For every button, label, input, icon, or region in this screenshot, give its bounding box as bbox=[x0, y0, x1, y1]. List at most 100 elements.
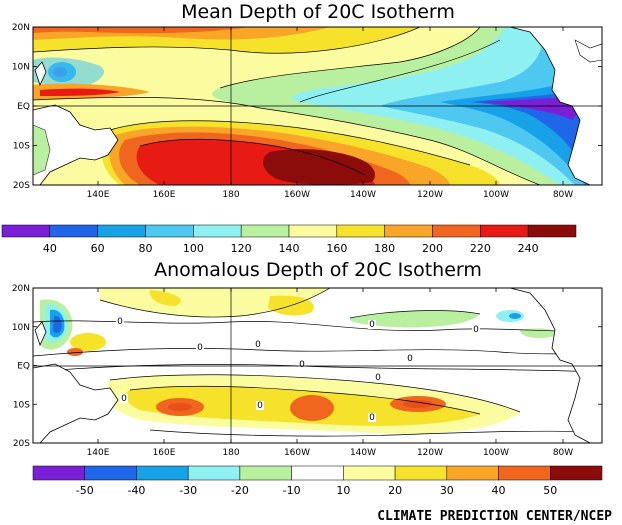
colorbar-label: 40 bbox=[43, 242, 57, 255]
anom-contour-pos-2 bbox=[129, 386, 481, 415]
colorbar-swatch bbox=[193, 224, 242, 238]
x-tick-label: 80W bbox=[553, 448, 573, 458]
y-tick-label: 20N bbox=[12, 284, 30, 294]
colorbar-label: 50 bbox=[543, 484, 557, 497]
anom-land-philippines bbox=[34, 321, 47, 347]
contour-label: 0 bbox=[369, 320, 375, 330]
x-tick-label: 100W bbox=[483, 190, 509, 200]
colorbar-swatch bbox=[394, 465, 448, 481]
x-tick-label: 140W bbox=[350, 190, 376, 200]
colorbar-label: 180 bbox=[374, 242, 395, 255]
mean-east-blue bbox=[440, 40, 602, 185]
x-tick-label: 180 bbox=[222, 448, 239, 458]
colorbar-label: 40 bbox=[492, 484, 506, 497]
y-tick-label: EQ bbox=[17, 102, 30, 112]
colorbar-label: 120 bbox=[231, 242, 252, 255]
contour-label: 0 bbox=[473, 325, 479, 335]
contour-label: 0 bbox=[121, 394, 127, 404]
mean-contour-1 bbox=[33, 27, 421, 54]
anom-west-orange bbox=[67, 348, 83, 356]
mean-west-red-strip bbox=[40, 88, 120, 96]
y-tick-label: 10N bbox=[12, 63, 30, 73]
colorbar-swatch bbox=[527, 224, 577, 238]
mean-depth-title: Mean Depth of 20C Isotherm bbox=[181, 1, 455, 23]
y-tick-label: 20N bbox=[12, 23, 30, 33]
anom-west-yellow bbox=[70, 333, 106, 351]
mean-south-darkred bbox=[263, 149, 375, 185]
contour-label-bg bbox=[374, 373, 382, 382]
mean-land-americas bbox=[509, 27, 602, 185]
mean-colorbar: 40 60 80 100 120 140 160 180 200 220 240 bbox=[1, 224, 577, 255]
contour-label-bg bbox=[368, 413, 376, 422]
x-tick-label: 100W bbox=[483, 448, 509, 458]
colorbar-label: 100 bbox=[183, 242, 204, 255]
colorbar-swatch bbox=[136, 465, 189, 481]
colorbar-swatch bbox=[240, 224, 290, 238]
anom-west-darkblue bbox=[53, 315, 62, 333]
colorbar-label: 160 bbox=[326, 242, 347, 255]
colorbar-swatch bbox=[145, 224, 194, 238]
anom-colorbar: -50 -40 -30 -20 -10 10 20 30 40 50 bbox=[32, 465, 603, 497]
colorbar-label: 20 bbox=[388, 484, 402, 497]
colorbar-label: 140 bbox=[279, 242, 300, 255]
anom-x-axis: 140E 160E 180 160W 140W 120W 100W 80W bbox=[87, 288, 573, 458]
anom-contour-zero-2 bbox=[33, 348, 602, 357]
colorbar-swatch bbox=[291, 465, 344, 481]
contour-label-bg bbox=[256, 401, 264, 410]
colorbar-label: -50 bbox=[76, 484, 94, 497]
anom-land-americas bbox=[509, 288, 602, 443]
mean-land-west-shallow bbox=[33, 124, 51, 176]
anomaly-depth-title: Anomalous Depth of 20C Isotherm bbox=[154, 259, 482, 281]
contour-label-bg bbox=[298, 360, 306, 369]
contour-label: 0 bbox=[369, 413, 375, 423]
x-tick-label: 160E bbox=[153, 448, 176, 458]
contour-label: 0 bbox=[197, 343, 203, 353]
x-tick-label: 120W bbox=[417, 448, 443, 458]
colorbar-swatch bbox=[32, 465, 85, 481]
colorbar-label: 220 bbox=[470, 242, 491, 255]
contour-label: 0 bbox=[255, 340, 261, 350]
anom-contour-pos-3 bbox=[99, 288, 331, 318]
colorbar-label: 30 bbox=[440, 484, 454, 497]
anom-orange-160e-core bbox=[168, 403, 192, 411]
mean-land-philippines bbox=[34, 61, 47, 87]
colorbar-label: 80 bbox=[139, 242, 153, 255]
colorbar-swatch bbox=[384, 224, 433, 238]
x-tick-label: 160E bbox=[153, 190, 176, 200]
colorbar-label: -30 bbox=[179, 484, 197, 497]
colorbar-swatch bbox=[84, 465, 137, 481]
mean-land-new-guinea bbox=[33, 104, 119, 185]
y-tick-label: 20S bbox=[13, 181, 30, 191]
colorbar-swatch bbox=[336, 224, 385, 238]
colorbar-swatch bbox=[49, 224, 98, 238]
colorbar-swatch bbox=[498, 465, 551, 481]
colorbar-swatch bbox=[1, 224, 51, 238]
mean-y-axis: 20N 10N EQ 10S 20S bbox=[12, 23, 602, 191]
y-tick-label: 10S bbox=[13, 142, 30, 152]
x-tick-label: 80W bbox=[553, 190, 573, 200]
y-tick-label: 10N bbox=[12, 323, 30, 333]
contour-label-bg bbox=[472, 325, 480, 334]
mean-contour-4 bbox=[139, 138, 366, 176]
anom-blue-100w bbox=[509, 313, 521, 319]
mean-west-lightblue bbox=[33, 57, 105, 87]
colorbar-swatch bbox=[187, 465, 241, 481]
contour-label: 0 bbox=[117, 317, 123, 327]
y-tick-label: EQ bbox=[17, 362, 30, 372]
colorbar-swatch bbox=[97, 224, 146, 238]
mean-land-mexico bbox=[574, 39, 602, 63]
mean-depth-field bbox=[33, 27, 602, 185]
x-tick-label: 160W bbox=[284, 448, 310, 458]
colorbar-label: 10 bbox=[336, 484, 350, 497]
colorbar-swatch bbox=[288, 224, 338, 238]
credit-text: CLIMATE PREDICTION CENTER/NCEP bbox=[377, 509, 612, 524]
anom-orange-155w bbox=[290, 395, 334, 421]
contour-label-bg bbox=[368, 320, 376, 329]
contour-label-bg bbox=[120, 394, 128, 403]
mean-contour-5 bbox=[219, 27, 481, 89]
x-tick-label: 140W bbox=[350, 448, 376, 458]
colorbar-label: 200 bbox=[422, 242, 443, 255]
colorbar-label: 60 bbox=[91, 242, 105, 255]
colorbar-label: 240 bbox=[518, 242, 539, 255]
y-tick-label: 10S bbox=[13, 400, 30, 410]
